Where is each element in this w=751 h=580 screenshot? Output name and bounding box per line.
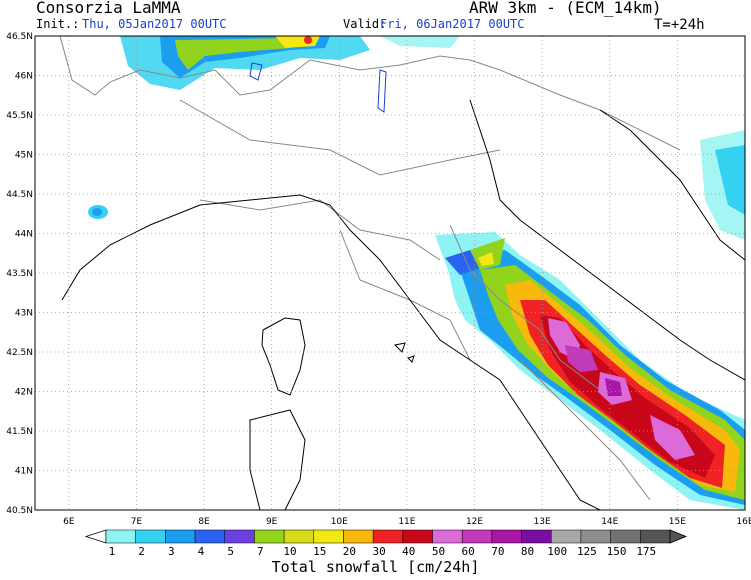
colorbar-swatch <box>224 529 255 544</box>
lat-label: 46.5N <box>6 32 33 42</box>
colorbar-swatch <box>551 529 582 544</box>
colorbar-level-label: 50 <box>432 545 445 558</box>
colorbar-swatch <box>105 529 136 544</box>
colorbar-swatch <box>165 529 196 544</box>
lat-label: 40.5N <box>6 506 33 516</box>
lat-label: 43.5N <box>6 269 33 279</box>
colorbar-level-label: 20 <box>343 545 356 558</box>
valid-time: Fri, 06Jan2017 00UTC <box>380 17 525 31</box>
lon-label: 14E <box>601 517 618 527</box>
lon-label: 16E <box>736 517 751 527</box>
lat-label: 44N <box>15 230 33 240</box>
colorbar-swatch <box>610 529 641 544</box>
colorbar-swatch <box>580 529 611 544</box>
lon-label: 12E <box>466 517 483 527</box>
colorbar-level-label: 175 <box>636 545 656 558</box>
lat-label: 44.5N <box>6 190 33 200</box>
colorbar-swatch <box>521 529 552 544</box>
colorbar-swatch <box>491 529 522 544</box>
colorbar-swatch <box>640 529 671 544</box>
lat-label: 45N <box>15 151 33 161</box>
lon-label: 15E <box>669 517 686 527</box>
colorbar-swatch <box>343 529 374 544</box>
lat-label: 46N <box>15 72 33 82</box>
lat-label: 42.5N <box>6 348 33 358</box>
colorbar-title: Total snowfall [cm/24h] <box>271 558 480 576</box>
forecast-step: T=+24h <box>654 17 705 33</box>
colorbar-level-label: 70 <box>491 545 504 558</box>
colorbar-level-label: 10 <box>283 545 296 558</box>
colorbar-level-label: 2 <box>138 545 145 558</box>
colorbar-level-label: 60 <box>462 545 475 558</box>
colorbar-swatch <box>432 529 463 544</box>
organization-title: Consorzia LaMMA <box>36 0 181 17</box>
lon-label: 9E <box>266 517 278 527</box>
colorbar-level-label: 4 <box>198 545 205 558</box>
lon-label: 13E <box>534 517 551 527</box>
model-title: ARW 3km - (ECM_14km) <box>469 0 662 17</box>
colorbar-level-label: 150 <box>607 545 627 558</box>
colorbar: 1 2 3 4 5 7 10 15 20 30 40 50 60 70 80 100 125 150 175 <box>84 529 688 558</box>
colorbar-swatch <box>461 529 493 544</box>
lon-label: 8E <box>198 517 210 527</box>
lon-label: 11E <box>398 517 415 527</box>
map-outlines <box>59 36 745 510</box>
colorbar-swatch <box>372 529 404 544</box>
colorbar-level-label: 7 <box>257 545 264 558</box>
lat-label: 41.5N <box>6 427 33 437</box>
lon-label: 6E <box>63 517 75 527</box>
colorbar-swatch <box>402 529 433 544</box>
lat-label: 41N <box>15 467 33 477</box>
colorbar-low-arrow <box>84 529 107 544</box>
colorbar-level-label: 100 <box>547 545 567 558</box>
colorbar-level-label: 40 <box>402 545 415 558</box>
colorbar-level-label: 1 <box>109 545 116 558</box>
colorbar-swatch <box>283 529 315 544</box>
colorbar-swatch <box>313 529 344 544</box>
lat-label: 43N <box>15 309 33 319</box>
lat-label: 42N <box>15 388 33 398</box>
colorbar-level-label: 125 <box>577 545 597 558</box>
colorbar-level-label: 80 <box>521 545 534 558</box>
colorbar-level-label: 5 <box>227 545 234 558</box>
lon-label: 10E <box>331 517 348 527</box>
colorbar-high-arrow <box>669 529 688 544</box>
colorbar-level-label: 30 <box>372 545 385 558</box>
colorbar-swatch <box>194 529 225 544</box>
valid-label: Valid: <box>343 17 387 31</box>
snowfall-field <box>88 36 745 510</box>
lon-label: 7E <box>131 517 143 527</box>
colorbar-swatch <box>135 529 166 544</box>
map-frame <box>34 35 746 511</box>
latitude-labels: 46.5N 46N 45.5N 45N 44.5N 44N 43.5N 43N 42.5N 42N… <box>6 32 33 516</box>
longitude-labels: 6E 7E 8E 9E 10E 11E 12E 13E 14E 15E 16E <box>63 517 751 527</box>
colorbar-level-label: 3 <box>168 545 175 558</box>
colorbar-level-label: 15 <box>313 545 326 558</box>
init-time: Thu, 05Jan2017 00UTC <box>82 17 227 31</box>
colorbar-swatch <box>254 529 285 544</box>
lat-label: 45.5N <box>6 111 33 121</box>
init-label: Init.: <box>36 17 80 31</box>
